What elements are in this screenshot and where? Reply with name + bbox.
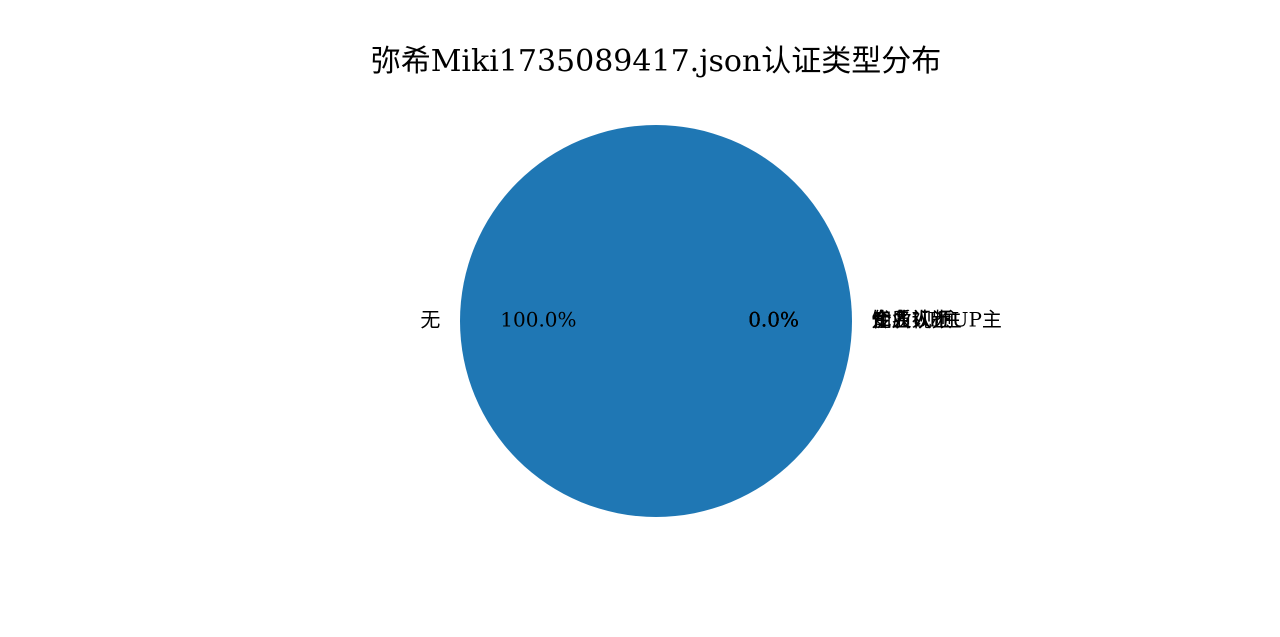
slice-percent-label: 0.0% [748, 308, 799, 332]
slice-label: 企业认证 [872, 308, 952, 332]
slice-percent-label: 0.0% [748, 308, 799, 332]
slice-label: 优质视频UP主 [872, 308, 1002, 332]
slice-label: 专业人士 [872, 308, 952, 332]
slice-percent-label: 0.0% [748, 308, 799, 332]
slice-percent-label: 0.0% [748, 308, 799, 332]
chart-title: 弥希Miki1735089417.json认证类型分布 [370, 44, 942, 79]
slice-label: 个人认证 [872, 308, 952, 332]
slice-label: 知名UP主 [872, 308, 962, 332]
slice-percent-label: 0.0% [748, 308, 799, 332]
pie-slices [460, 125, 852, 517]
slice-label: 无 [420, 308, 440, 332]
slice-percent-label: 100.0% [500, 308, 576, 332]
pie-slice [460, 125, 852, 517]
